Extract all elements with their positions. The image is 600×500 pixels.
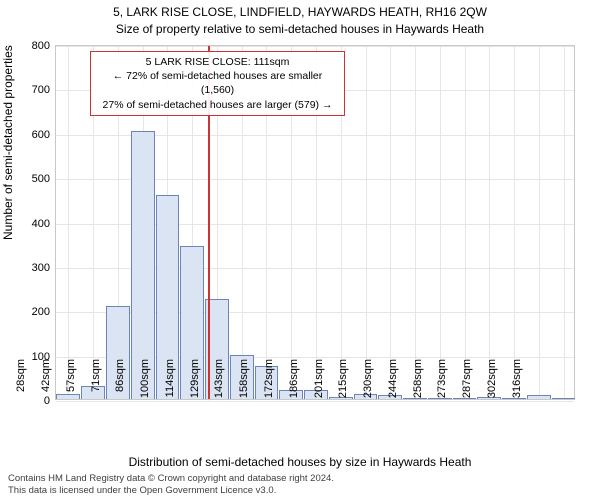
gridline-v <box>539 46 540 399</box>
chart-title: 5, LARK RISE CLOSE, LINDFIELD, HAYWARDS … <box>0 5 600 19</box>
x-tick-label: 273sqm <box>436 359 448 409</box>
y-tick-label: 600 <box>32 129 56 141</box>
bar <box>552 398 576 399</box>
annotation-line1: 5 LARK RISE CLOSE: 111sqm <box>97 55 338 69</box>
y-tick-label: 800 <box>32 40 56 52</box>
gridline-v <box>489 46 490 399</box>
x-tick-label: 100sqm <box>139 359 151 409</box>
gridline-v <box>564 46 565 399</box>
y-tick-label: 500 <box>32 173 56 185</box>
annotation-line3: 27% of semi-detached houses are larger (… <box>97 98 338 112</box>
annotation-box: 5 LARK RISE CLOSE: 111sqm ← 72% of semi-… <box>90 51 345 116</box>
chart-subtitle: Size of property relative to semi-detach… <box>0 22 600 36</box>
footer-text: Contains HM Land Registry data © Crown c… <box>8 473 334 497</box>
gridline-v <box>390 46 391 399</box>
bar <box>527 395 551 399</box>
footer-line2: This data is licensed under the Open Gov… <box>8 485 334 497</box>
gridline-v <box>465 46 466 399</box>
y-axis-label: Number of semi-detached properties <box>1 45 15 240</box>
x-tick-label: 230sqm <box>362 359 374 409</box>
x-tick-label: 57sqm <box>65 359 77 409</box>
x-tick-label: 287sqm <box>461 359 473 409</box>
x-tick-label: 244sqm <box>387 359 399 409</box>
x-tick-label: 158sqm <box>238 359 250 409</box>
footer-line1: Contains HM Land Registry data © Crown c… <box>8 473 334 485</box>
x-tick-label: 316sqm <box>511 359 523 409</box>
y-tick-label: 400 <box>32 218 56 230</box>
x-tick-label: 186sqm <box>288 359 300 409</box>
x-tick-label: 302sqm <box>486 359 498 409</box>
y-tick-label: 300 <box>32 262 56 274</box>
x-tick-label: 71sqm <box>90 359 102 409</box>
y-tick-label: 700 <box>32 84 56 96</box>
x-tick-label: 86sqm <box>114 359 126 409</box>
x-tick-label: 129sqm <box>189 359 201 409</box>
x-axis-label: Distribution of semi-detached houses by … <box>0 455 600 469</box>
chart-container: 5, LARK RISE CLOSE, LINDFIELD, HAYWARDS … <box>0 0 600 500</box>
x-tick-label: 114sqm <box>164 359 176 409</box>
gridline-v <box>415 46 416 399</box>
gridline-v <box>440 46 441 399</box>
annotation-line2: ← 72% of semi-detached houses are smalle… <box>97 69 338 97</box>
x-tick-label: 215sqm <box>337 359 349 409</box>
x-tick-label: 258sqm <box>412 359 424 409</box>
gridline-v <box>514 46 515 399</box>
x-tick-label: 143sqm <box>213 359 225 409</box>
x-tick-label: 172sqm <box>263 359 275 409</box>
x-tick-label: 42sqm <box>40 359 52 409</box>
x-tick-label: 201sqm <box>313 359 325 409</box>
gridline-v <box>68 46 69 399</box>
y-tick-label: 200 <box>32 306 56 318</box>
gridline-v <box>366 46 367 399</box>
x-tick-label: 28sqm <box>15 359 27 409</box>
gridline-h <box>56 46 574 47</box>
